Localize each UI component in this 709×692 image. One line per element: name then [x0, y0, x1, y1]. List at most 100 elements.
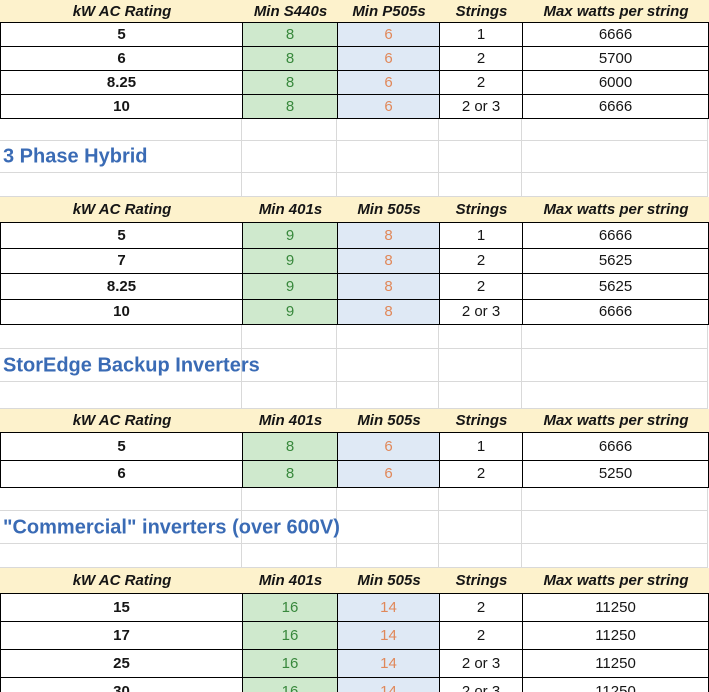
cell-min-blue[interactable]: 14 — [338, 622, 440, 650]
cell-strings[interactable]: 2 — [440, 622, 523, 650]
header-kw-ac-rating[interactable]: kW AC Rating — [72, 572, 172, 589]
cell-min-blue[interactable]: 14 — [338, 594, 440, 622]
gridline-cell — [337, 488, 439, 511]
cell-max-watts[interactable]: 5250 — [523, 460, 709, 488]
cell-min-green[interactable]: 16 — [243, 622, 338, 650]
cell-min-green[interactable]: 16 — [243, 594, 338, 622]
header-min-s440s[interactable]: Min S440s — [253, 2, 328, 20]
cell-kw-rating[interactable]: 10 — [1, 299, 243, 325]
cell-max-watts[interactable]: 11250 — [523, 594, 709, 622]
cell-min-green[interactable]: 9 — [243, 274, 338, 300]
cell-min-blue[interactable]: 6 — [338, 23, 440, 47]
section-title-row: "Commercial" inverters (over 600V) — [0, 511, 709, 544]
cell-kw-rating[interactable]: 17 — [1, 622, 243, 650]
cell-strings[interactable]: 2 — [440, 71, 523, 95]
cell-min-green[interactable]: 8 — [243, 460, 338, 488]
header-max-watts[interactable]: Max watts per string — [543, 412, 689, 429]
cell-max-watts[interactable]: 6666 — [523, 95, 709, 119]
cell-kw-rating[interactable]: 5 — [1, 433, 243, 461]
cell-kw-rating[interactable]: 8.25 — [1, 274, 243, 300]
cell-min-green[interactable]: 8 — [243, 23, 338, 47]
header-min-505s[interactable]: Min 505s — [357, 572, 421, 589]
cell-min-green[interactable]: 9 — [243, 248, 338, 274]
header-max-watts[interactable]: Max watts per string — [543, 572, 689, 589]
cell-min-green[interactable]: 9 — [243, 223, 338, 249]
cell-kw-rating[interactable]: 8.25 — [1, 71, 243, 95]
header-kw-ac-rating[interactable]: kW AC Rating — [72, 201, 172, 218]
cell-min-blue[interactable]: 8 — [338, 274, 440, 300]
cell-min-blue[interactable]: 6 — [338, 433, 440, 461]
cell-strings[interactable]: 2 — [440, 47, 523, 71]
cell-kw-rating[interactable]: 25 — [1, 650, 243, 678]
cell-kw-rating[interactable]: 15 — [1, 594, 243, 622]
header-kw-ac-rating[interactable]: kW AC Rating — [72, 2, 172, 20]
header-max-watts[interactable]: Max watts per string — [543, 2, 689, 20]
cell-strings[interactable]: 2 or 3 — [440, 299, 523, 325]
header-strings[interactable]: Strings — [455, 572, 508, 589]
cell-min-green[interactable]: 8 — [243, 47, 338, 71]
header-strings[interactable]: Strings — [455, 412, 508, 429]
cell-min-green[interactable]: 8 — [243, 433, 338, 461]
cell-kw-rating[interactable]: 10 — [1, 95, 243, 119]
cell-min-green[interactable]: 16 — [243, 678, 338, 692]
header-min-p505s[interactable]: Min P505s — [352, 2, 426, 20]
header-max-watts[interactable]: Max watts per string — [543, 201, 689, 218]
cell-min-blue[interactable]: 8 — [338, 299, 440, 325]
cell-strings[interactable]: 2 or 3 — [440, 95, 523, 119]
cell-strings[interactable]: 1 — [440, 23, 523, 47]
cell-min-blue[interactable]: 6 — [338, 95, 440, 119]
cell-strings[interactable]: 2 or 3 — [440, 678, 523, 692]
cell-max-watts[interactable]: 6666 — [523, 223, 709, 249]
cell-strings[interactable]: 2 — [440, 460, 523, 488]
cell-max-watts[interactable]: 11250 — [523, 622, 709, 650]
header-strings[interactable]: Strings — [455, 2, 508, 20]
cell-strings[interactable]: 1 — [440, 433, 523, 461]
cell-max-watts[interactable]: 5625 — [523, 248, 709, 274]
cell-max-watts[interactable]: 6666 — [523, 23, 709, 47]
cell-kw-rating[interactable]: 5 — [1, 223, 243, 249]
cell-min-green[interactable]: 8 — [243, 71, 338, 95]
cell-max-watts[interactable]: 5625 — [523, 274, 709, 300]
cell-max-watts[interactable]: 11250 — [523, 650, 709, 678]
gridline-cell — [439, 382, 522, 409]
cell-min-green[interactable]: 8 — [243, 95, 338, 119]
cell-min-green[interactable]: 16 — [243, 650, 338, 678]
cell-min-blue[interactable]: 6 — [338, 71, 440, 95]
header-min-505s[interactable]: Min 505s — [357, 412, 421, 429]
cell-max-watts[interactable]: 6666 — [523, 433, 709, 461]
cell-kw-rating[interactable]: 6 — [1, 47, 243, 71]
gridline-cell — [522, 325, 708, 349]
cell-min-green[interactable]: 9 — [243, 299, 338, 325]
header-strings[interactable]: Strings — [455, 201, 508, 218]
cell-min-blue[interactable]: 6 — [338, 47, 440, 71]
cell-strings[interactable]: 2 or 3 — [440, 650, 523, 678]
cell-min-blue[interactable]: 14 — [338, 678, 440, 692]
cell-kw-rating[interactable]: 7 — [1, 248, 243, 274]
cell-min-blue[interactable]: 8 — [338, 248, 440, 274]
header-min-401s[interactable]: Min 401s — [258, 572, 323, 589]
cell-min-blue[interactable]: 8 — [338, 223, 440, 249]
header-min-401s[interactable]: Min 401s — [258, 201, 323, 218]
section-title-storedge[interactable]: StorEdge Backup Inverters — [3, 354, 260, 376]
cell-max-watts[interactable]: 6666 — [523, 299, 709, 325]
gridline-cell — [522, 141, 708, 173]
header-min-505s[interactable]: Min 505s — [357, 201, 421, 218]
cell-min-blue[interactable]: 14 — [338, 650, 440, 678]
header-min-401s[interactable]: Min 401s — [258, 412, 323, 429]
cell-max-watts[interactable]: 6000 — [523, 71, 709, 95]
cell-kw-rating[interactable]: 30 — [1, 678, 243, 692]
cell-max-watts[interactable]: 11250 — [523, 678, 709, 692]
gridline-cell — [337, 325, 439, 349]
section-title-3-phase-hybrid[interactable]: 3 Phase Hybrid — [3, 145, 148, 168]
cell-strings[interactable]: 2 — [440, 248, 523, 274]
section-title-commercial[interactable]: "Commercial" inverters (over 600V) — [3, 516, 340, 538]
cell-max-watts[interactable]: 5700 — [523, 47, 709, 71]
cell-kw-rating[interactable]: 5 — [1, 23, 243, 47]
cell-strings[interactable]: 2 — [440, 594, 523, 622]
cell-min-blue[interactable]: 6 — [338, 460, 440, 488]
cell-strings[interactable]: 1 — [440, 223, 523, 249]
cell-kw-rating[interactable]: 6 — [1, 460, 243, 488]
header-kw-ac-rating[interactable]: kW AC Rating — [72, 412, 172, 429]
gridline-cell — [439, 511, 522, 544]
cell-strings[interactable]: 2 — [440, 274, 523, 300]
